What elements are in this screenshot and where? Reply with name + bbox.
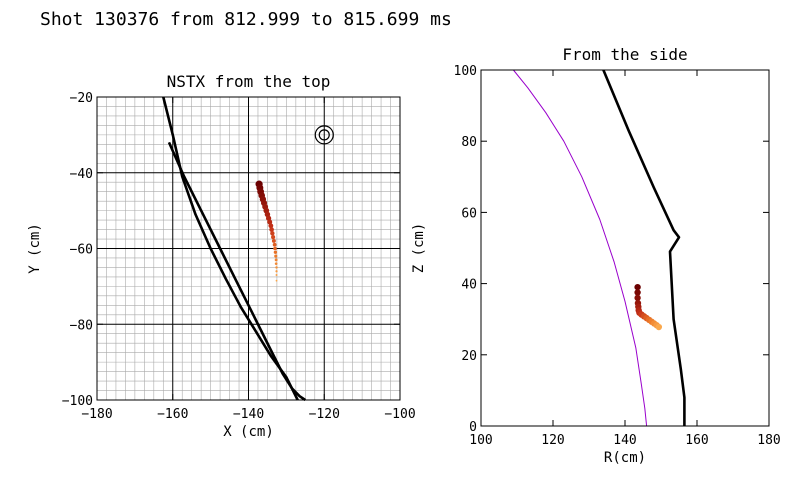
trajectory-point: [634, 294, 641, 302]
wall-line: [602, 69, 686, 426]
top-view-panel: NSTX from the top −180 −160 −140 −120 −100−1…: [27, 72, 416, 440]
side-view-x-axis-label: R(cm): [604, 450, 646, 466]
trajectory-point: [275, 270, 278, 273]
x-tick-label: 140: [613, 433, 636, 448]
y-tick-label: 80: [461, 135, 477, 150]
trajectory-point: [272, 242, 277, 247]
trajectory-point: [274, 258, 278, 262]
side-view-panel: From the side 100 120 140 160 18002040608010…: [411, 45, 781, 466]
x-tick-label: 100: [469, 433, 492, 448]
trajectory-point: [275, 279, 278, 282]
y-tick-label: −80: [70, 318, 93, 333]
top-view-series: [162, 96, 334, 402]
top-view-x-axis-label: X (cm): [223, 424, 274, 440]
y-tick-label: −100: [62, 394, 93, 409]
target-marker-inner-ring: [318, 129, 330, 141]
trajectory-point: [273, 246, 277, 251]
side-view-title: From the side: [562, 45, 687, 64]
y-tick-label: 40: [461, 278, 477, 293]
y-tick-label: 60: [461, 206, 477, 221]
side-view-series: [513, 69, 686, 427]
trajectory-point: [275, 274, 278, 277]
trajectory-point: [270, 231, 275, 236]
top-view-ticks: −180 −160 −140 −120 −100 −100 −80 −60 −40 −20: [62, 91, 416, 422]
target-marker-outer-ring: [314, 125, 334, 145]
plasma-boundary-line: [513, 69, 648, 427]
trajectory-point: [268, 223, 274, 229]
x-tick-label: −120: [309, 407, 340, 422]
y-tick-label: 20: [461, 349, 477, 364]
y-tick-label: 0: [469, 420, 477, 435]
x-tick-label: −140: [233, 407, 264, 422]
x-tick-label: −180: [81, 407, 112, 422]
top-view-y-axis-label: Y (cm): [27, 223, 43, 274]
trajectory-point: [275, 266, 278, 269]
trajectory-point: [269, 227, 274, 232]
x-tick-label: 120: [541, 433, 564, 448]
trajectory-point: [267, 219, 273, 225]
side-view-ticks: 100 120 140 160 180 0 20 40 60 80 100: [454, 64, 781, 448]
y-tick-label: 100: [454, 64, 477, 79]
x-tick-label: 180: [757, 433, 780, 448]
y-tick-label: −40: [70, 167, 93, 182]
y-tick-label: −60: [70, 243, 93, 258]
figure-title: Shot 130376 from 812.999 to 815.699 ms: [40, 9, 452, 30]
trajectory-point: [274, 254, 278, 258]
trajectory-point: [274, 262, 278, 265]
x-tick-label: −160: [157, 407, 188, 422]
x-tick-label: 160: [685, 433, 708, 448]
trajectory-point: [273, 250, 278, 254]
top-view-major-grid: [96, 96, 401, 401]
trajectory-point: [634, 289, 641, 296]
wall-curve-line: [167, 141, 307, 402]
trajectory-point: [655, 323, 663, 331]
trajectory-point: [634, 283, 641, 291]
top-view-title: NSTX from the top: [167, 72, 331, 91]
trajectory-point: [271, 238, 276, 243]
side-view-y-axis-label: Z (cm): [411, 223, 427, 274]
x-tick-label: −100: [384, 407, 415, 422]
trajectory-point: [271, 235, 276, 240]
y-tick-label: −20: [70, 91, 93, 106]
